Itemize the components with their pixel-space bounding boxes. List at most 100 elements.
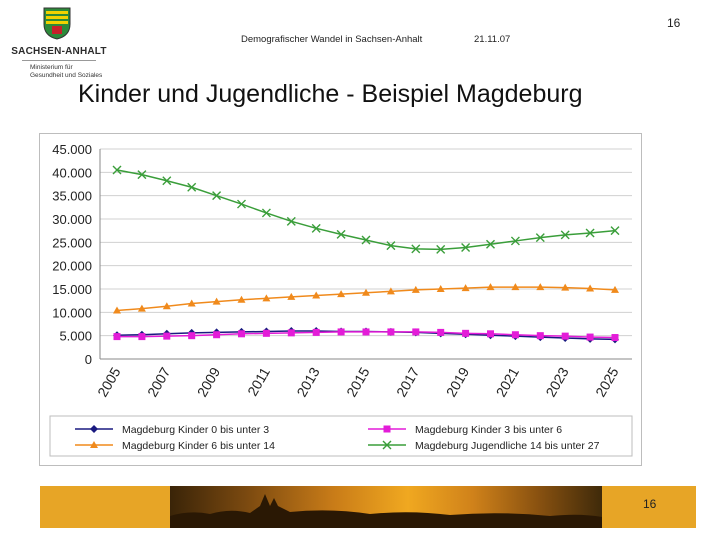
data-point-3 — [411, 244, 421, 254]
data-point-3 — [137, 170, 147, 180]
y-tick-label: 15.000 — [52, 282, 92, 297]
footer-banner — [40, 486, 696, 528]
data-point-2 — [511, 283, 520, 291]
logo-subtitle-line2: Gesundheit und Soziales — [30, 72, 103, 79]
data-point-3 — [436, 244, 446, 254]
legend-marker — [382, 440, 392, 450]
data-point-2 — [113, 306, 121, 314]
data-point-2 — [561, 283, 570, 291]
slide-title: Kinder und Jugendliche - Beispiel Magdeb… — [78, 80, 583, 108]
data-point-2 — [287, 292, 296, 300]
x-tick-label: 2013 — [293, 364, 323, 399]
x-tick-label: 2005 — [94, 364, 124, 399]
legend-box — [49, 415, 633, 457]
data-point-3 — [461, 242, 471, 252]
data-point-1 — [387, 328, 395, 336]
legend-marker — [90, 441, 98, 448]
data-point-2 — [237, 295, 246, 303]
data-point-2 — [337, 290, 346, 298]
y-tick-label: 25.000 — [52, 235, 92, 250]
x-tick-label: 2025 — [592, 364, 622, 399]
page-number-top: 16 — [667, 16, 681, 30]
data-point-2 — [212, 297, 221, 305]
y-tick-label: 30.000 — [52, 212, 92, 227]
x-tick-label: 2009 — [194, 364, 224, 399]
logo-divider — [22, 60, 96, 61]
data-point-2 — [312, 291, 321, 299]
data-point-1 — [487, 330, 494, 338]
legend-label: Magdeburg Jugendliche 14 bis unter 27 — [415, 440, 600, 452]
data-point-1 — [113, 333, 121, 341]
data-point-2 — [461, 284, 470, 292]
data-point-3 — [386, 241, 396, 251]
data-point-3 — [162, 176, 172, 186]
data-point-3 — [286, 216, 296, 226]
data-point-3 — [112, 165, 122, 175]
data-point-1 — [238, 330, 245, 338]
data-point-1 — [188, 332, 196, 340]
data-point-2 — [187, 299, 196, 307]
legend-label: Magdeburg Kinder 6 bis unter 14 — [122, 440, 275, 452]
y-tick-label: 5.000 — [59, 329, 92, 344]
data-point-2 — [411, 285, 420, 293]
data-point-3 — [361, 235, 371, 245]
data-point-3 — [535, 233, 545, 243]
y-tick-label: 35.000 — [52, 189, 92, 204]
data-point-3 — [336, 229, 346, 239]
data-point-2 — [536, 283, 545, 291]
data-point-2 — [137, 304, 146, 312]
data-point-1 — [561, 332, 569, 340]
data-point-1 — [138, 333, 146, 341]
logo-brand-text: SACHSEN-ANHALT — [11, 46, 107, 57]
data-point-1 — [536, 332, 544, 340]
data-point-2 — [586, 284, 595, 292]
y-tick-label: 20.000 — [52, 259, 92, 274]
header-title: Demografischer Wandel in Sachsen-Anhalt — [241, 34, 423, 45]
header-date: 21.11.07 — [474, 34, 511, 45]
data-point-3 — [585, 228, 595, 238]
data-point-3 — [560, 230, 570, 240]
data-point-1 — [163, 332, 171, 340]
data-point-1 — [287, 329, 295, 337]
data-point-2 — [611, 285, 619, 293]
y-tick-label: 0 — [85, 352, 92, 367]
y-tick-label: 40.000 — [52, 165, 92, 180]
skyline-silhouette-icon — [170, 494, 602, 528]
x-tick-label: 2023 — [542, 364, 572, 399]
x-tick-label: 2015 — [343, 364, 373, 399]
data-point-1 — [262, 329, 270, 337]
legend-label: Magdeburg Kinder 3 bis unter 6 — [415, 424, 562, 436]
y-tick-label: 10.000 — [52, 305, 92, 320]
data-point-3 — [212, 191, 222, 201]
legend-marker — [90, 425, 98, 433]
chart-frame: 0 5.000 10.000 15.000 20.000 25.000 30.000 35.0… — [39, 133, 642, 466]
data-point-1 — [511, 331, 519, 339]
data-point-1 — [586, 333, 594, 341]
data-point-3 — [610, 226, 620, 236]
data-point-1 — [611, 334, 619, 342]
legend-marker — [383, 425, 391, 433]
data-point-1 — [337, 328, 345, 336]
x-tick-label: 2021 — [493, 364, 523, 399]
data-point-2 — [362, 288, 370, 296]
x-tick-label: 2011 — [244, 364, 273, 398]
data-point-3 — [486, 239, 495, 249]
sachsen-anhalt-logo: SACHSEN-ANHALT Ministerium für Gesundhei… — [4, 2, 114, 102]
data-point-2 — [162, 302, 171, 310]
data-point-3 — [510, 236, 520, 246]
logo-subtitle-line1: Ministerium für — [30, 64, 73, 71]
data-point-3 — [187, 182, 197, 192]
data-point-1 — [213, 331, 221, 339]
legend-label: Magdeburg Kinder 0 bis unter 3 — [122, 424, 269, 436]
data-point-1 — [312, 328, 320, 336]
line-chart: 0 5.000 10.000 15.000 20.000 25.000 30.000 35.0… — [49, 142, 633, 457]
data-point-1 — [437, 328, 445, 336]
data-point-2 — [262, 294, 271, 302]
data-point-3 — [237, 199, 246, 209]
data-point-2 — [436, 285, 445, 292]
data-point-1 — [412, 328, 420, 336]
data-point-3 — [311, 223, 321, 233]
data-point-2 — [386, 287, 395, 295]
data-point-3 — [261, 208, 271, 218]
x-tick-label: 2017 — [393, 364, 423, 399]
